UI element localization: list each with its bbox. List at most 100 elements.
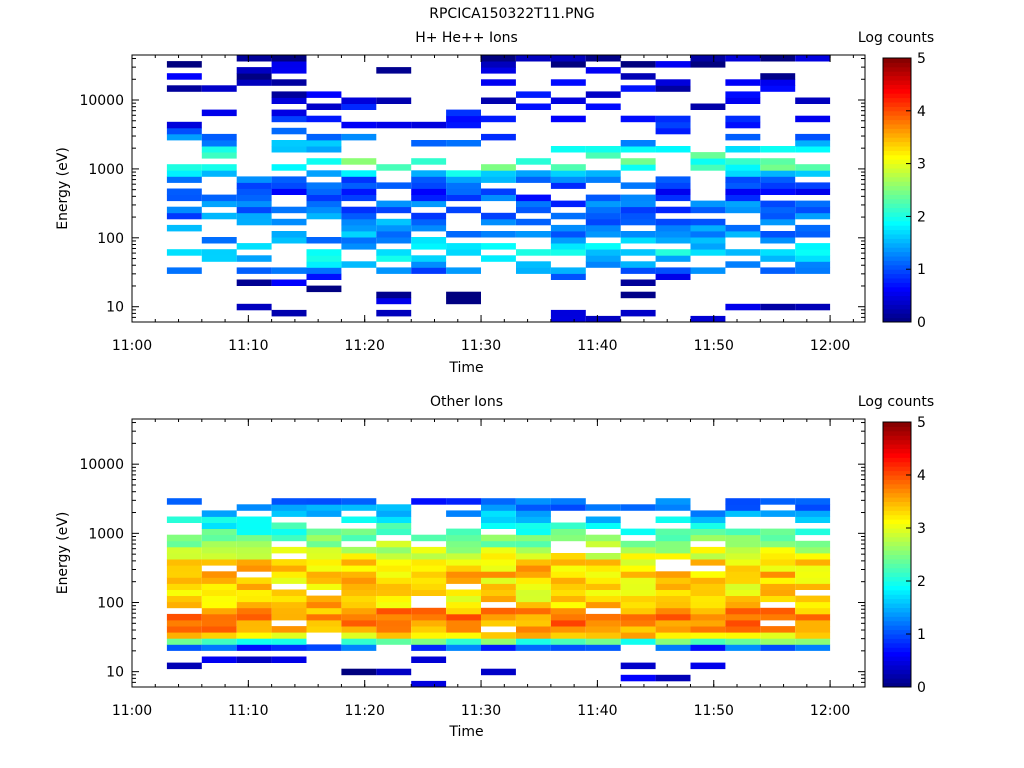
heatmap-cell — [306, 115, 342, 123]
heatmap-cell — [725, 261, 761, 268]
heatmap-cell — [585, 231, 621, 238]
heatmap-cell — [655, 61, 691, 68]
heatmap-cell — [411, 243, 447, 250]
colorbar-segment — [883, 572, 911, 578]
colorbar-segment — [883, 528, 911, 533]
heatmap-cell — [201, 510, 237, 517]
heatmap-cell — [655, 644, 691, 651]
colorbar-segment — [883, 656, 911, 661]
heatmap-cell — [690, 595, 726, 603]
heatmap-cell — [271, 644, 307, 651]
heatmap-cell — [341, 644, 377, 651]
heatmap-cell — [236, 218, 272, 226]
heatmap-cell — [795, 620, 831, 627]
heatmap-cell — [585, 103, 621, 110]
heatmap-cell — [550, 97, 586, 104]
heatmap-cell — [795, 224, 831, 232]
heatmap-cell — [201, 133, 237, 141]
colorbar-segment — [883, 589, 911, 595]
heatmap-cell — [201, 583, 237, 590]
spectrogram-panel-2: 11:00 11:10 11:20 11:30 11:40 11:50 12:0010100… — [55, 394, 934, 740]
heatmap-cell — [725, 559, 761, 566]
heatmap-cell — [166, 121, 202, 129]
heatmap-cell — [550, 237, 586, 244]
colorbar-segment — [883, 119, 911, 125]
heatmap-cell — [166, 559, 202, 566]
heatmap-cell — [271, 218, 307, 226]
colorbar-segment — [883, 642, 911, 648]
heatmap-cell — [481, 620, 516, 627]
heatmap-cell — [271, 528, 307, 536]
heatmap-cell — [585, 218, 621, 226]
heatmap-cell — [725, 644, 761, 651]
heatmap-cell — [550, 559, 586, 566]
heatmap-cell — [341, 516, 377, 523]
heatmap-cell — [306, 534, 342, 542]
heatmap-cell — [550, 315, 586, 323]
colorbar-segment — [883, 66, 911, 72]
heatmap-cell — [271, 127, 307, 135]
heatmap-cell — [236, 279, 272, 286]
heatmap-cell — [271, 97, 307, 104]
heatmap-cell — [411, 194, 447, 202]
heatmap-cell — [446, 170, 481, 177]
heatmap-cell — [166, 546, 202, 554]
heatmap-cell — [481, 498, 516, 505]
heatmap-cell — [236, 540, 272, 548]
heatmap-cell — [655, 540, 691, 548]
heatmap-cell — [550, 164, 586, 171]
heatmap-cell — [760, 510, 796, 517]
heatmap-cell — [516, 200, 551, 208]
colorbar-tick-label: 2 — [917, 574, 926, 590]
heatmap-cell — [725, 224, 761, 232]
heatmap-cell — [725, 601, 761, 609]
heatmap-cell — [550, 182, 586, 189]
heatmap-cell — [376, 583, 412, 590]
heatmap-cell — [690, 601, 726, 609]
colorbar-segment — [883, 137, 911, 143]
heatmap-cell — [446, 297, 481, 305]
heatmap-cell — [760, 212, 796, 220]
heatmap-cell — [795, 638, 831, 645]
heatmap-cell — [236, 200, 272, 208]
heatmap-cell — [620, 182, 656, 189]
heatmap-cell — [516, 571, 551, 578]
heatmap-cell — [516, 601, 551, 609]
x-tick-label: 12:00 — [810, 703, 850, 719]
heatmap-cell — [585, 315, 621, 323]
colorbar-segment — [883, 422, 911, 427]
heatmap-cell — [690, 620, 726, 627]
heatmap-cell — [795, 510, 831, 517]
heatmap-cell — [271, 206, 307, 214]
colorbar-segment — [883, 295, 911, 301]
heatmap-cell — [655, 504, 691, 511]
colorbar-segment — [883, 461, 911, 467]
heatmap-cell — [306, 595, 342, 603]
heatmap-cell — [620, 528, 656, 536]
colorbar-segment — [883, 567, 911, 573]
heatmap-cell — [446, 231, 481, 238]
heatmap-cell — [655, 613, 691, 621]
heatmap-cell — [306, 510, 342, 517]
heatmap-cell — [306, 540, 342, 548]
colorbar-segment — [883, 286, 911, 292]
heatmap-cell — [306, 546, 342, 554]
heatmap-cell — [411, 534, 447, 542]
panel-title: H+ He++ Ions — [415, 30, 518, 46]
heatmap-cell — [166, 164, 202, 171]
colorbar-segment — [883, 585, 911, 591]
heatmap-cell — [376, 309, 412, 317]
heatmap-cell — [341, 613, 377, 621]
heatmap-cell — [655, 674, 691, 682]
heatmap-cell — [620, 638, 656, 645]
x-tick-label: 11:20 — [345, 338, 385, 354]
heatmap-cell — [550, 200, 586, 208]
heatmap-cell — [795, 516, 831, 523]
heatmap-cell — [725, 632, 761, 639]
heatmap-cell — [166, 601, 202, 609]
heatmap-cell — [725, 613, 761, 621]
heatmap-cell — [795, 565, 831, 572]
heatmap-cell — [725, 546, 761, 554]
colorbar-segment — [883, 269, 911, 275]
heatmap-cell — [481, 115, 516, 123]
